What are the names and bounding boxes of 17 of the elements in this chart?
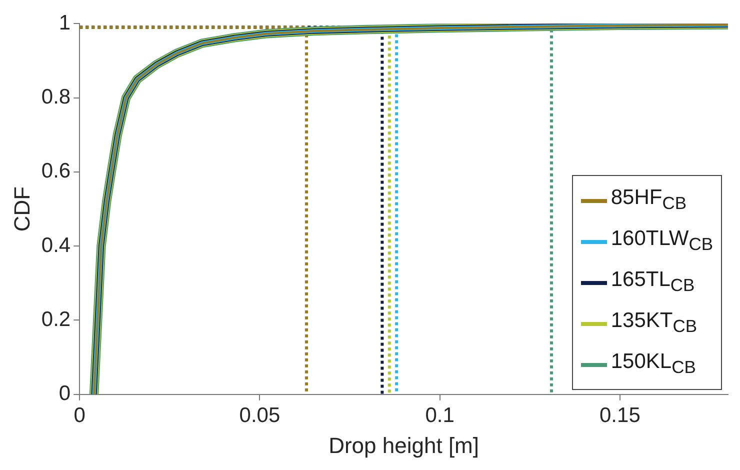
legend-label: 135KT$_{CB}$ (610, 309, 698, 338)
x-tick-label: 0.05 (239, 404, 280, 427)
legend-label: 150KL$_{CB}$ (610, 350, 696, 379)
y-tick-label: 1 (58, 11, 71, 34)
x-tick-label: 0.15 (599, 404, 640, 427)
y-tick-label: 0.2 (41, 308, 71, 332)
y-axis-title: CDF (9, 186, 34, 232)
x-tick-label: 0.1 (425, 404, 454, 427)
legend-label: 160TLW$_{CB}$ (610, 227, 713, 256)
y-tick-label: 0.8 (41, 86, 71, 109)
x-axis-title: Drop height [m] (328, 432, 479, 458)
legend-label: 85HF$_{CB}$ (610, 186, 687, 215)
x-tick-label: 0 (74, 404, 86, 427)
y-tick-label: 0.4 (41, 234, 71, 257)
legend-label: 165TL$_{CB}$ (610, 268, 695, 297)
y-tick-label: 0.6 (41, 160, 71, 183)
y-tick-label: 0 (58, 382, 71, 406)
